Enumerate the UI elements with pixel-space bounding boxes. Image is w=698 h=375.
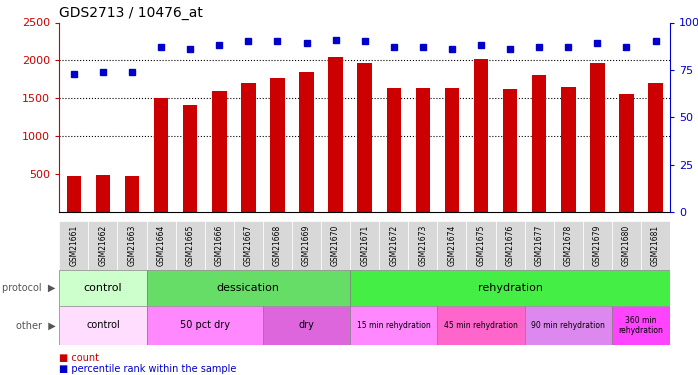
Bar	[59, 306, 147, 345]
Bar	[408, 220, 438, 270]
Bar	[96, 175, 110, 212]
Bar	[147, 220, 176, 270]
Bar	[590, 63, 604, 212]
Text: rehydration: rehydration	[477, 283, 542, 293]
Bar	[147, 306, 263, 345]
Bar	[496, 220, 525, 270]
Bar	[59, 220, 89, 270]
Bar	[641, 220, 670, 270]
Text: 360 min
rehydration: 360 min rehydration	[618, 316, 663, 335]
Bar	[147, 270, 350, 306]
Bar	[89, 220, 117, 270]
Bar	[321, 220, 350, 270]
Text: GSM21670: GSM21670	[331, 225, 340, 266]
Text: control: control	[84, 283, 122, 293]
Bar	[154, 98, 168, 212]
Text: control: control	[86, 320, 120, 330]
Bar	[234, 220, 263, 270]
Bar	[612, 220, 641, 270]
Bar	[525, 220, 554, 270]
Text: GDS2713 / 10476_at: GDS2713 / 10476_at	[59, 6, 203, 20]
Bar	[212, 91, 227, 212]
Bar	[554, 220, 583, 270]
Text: GSM21663: GSM21663	[128, 225, 137, 266]
Bar	[532, 75, 547, 212]
Text: dessication: dessication	[217, 283, 280, 293]
Bar	[357, 63, 372, 212]
Bar	[350, 220, 379, 270]
Bar	[445, 88, 459, 212]
Text: GSM21679: GSM21679	[593, 225, 602, 266]
Text: GSM21676: GSM21676	[505, 225, 514, 266]
Text: protocol  ▶: protocol ▶	[3, 283, 56, 293]
Bar	[125, 176, 140, 212]
Bar	[117, 220, 147, 270]
Text: GSM21671: GSM21671	[360, 225, 369, 266]
Bar	[466, 220, 496, 270]
Bar	[328, 57, 343, 212]
Bar	[66, 176, 81, 212]
Text: GSM21672: GSM21672	[389, 225, 399, 266]
Bar	[59, 270, 147, 306]
Bar	[292, 220, 321, 270]
Bar	[270, 78, 285, 212]
Bar	[263, 306, 350, 345]
Text: 50 pct dry: 50 pct dry	[180, 320, 230, 330]
Bar	[387, 88, 401, 212]
Bar	[183, 105, 198, 212]
Bar	[474, 59, 489, 212]
Bar	[350, 306, 438, 345]
Bar	[438, 220, 466, 270]
Text: GSM21678: GSM21678	[564, 225, 573, 266]
Text: GSM21677: GSM21677	[535, 225, 544, 266]
Text: 45 min rehydration: 45 min rehydration	[444, 321, 518, 330]
Text: GSM21674: GSM21674	[447, 225, 456, 266]
Bar	[263, 220, 292, 270]
Bar	[438, 306, 525, 345]
Bar	[503, 89, 517, 212]
Text: GSM21666: GSM21666	[215, 225, 224, 266]
Bar	[583, 220, 612, 270]
Text: GSM21680: GSM21680	[622, 225, 631, 266]
Bar	[176, 220, 205, 270]
Text: GSM21675: GSM21675	[477, 225, 486, 266]
Bar	[525, 306, 612, 345]
Text: GSM21669: GSM21669	[302, 225, 311, 266]
Text: GSM21665: GSM21665	[186, 225, 195, 266]
Text: GSM21662: GSM21662	[98, 225, 107, 266]
Bar	[350, 270, 670, 306]
Bar	[612, 306, 670, 345]
Text: GSM21681: GSM21681	[651, 225, 660, 266]
Bar	[619, 94, 634, 212]
Bar	[205, 220, 234, 270]
Text: 15 min rehydration: 15 min rehydration	[357, 321, 431, 330]
Bar	[241, 83, 255, 212]
Text: ■ percentile rank within the sample: ■ percentile rank within the sample	[59, 364, 237, 374]
Bar	[561, 87, 576, 212]
Text: other  ▶: other ▶	[16, 320, 56, 330]
Text: GSM21673: GSM21673	[418, 225, 427, 266]
Text: 90 min rehydration: 90 min rehydration	[531, 321, 605, 330]
Text: ■ count: ■ count	[59, 353, 99, 363]
Text: GSM21661: GSM21661	[69, 225, 78, 266]
Bar	[379, 220, 408, 270]
Bar	[648, 83, 663, 212]
Bar	[415, 88, 430, 212]
Bar	[299, 72, 314, 212]
Text: GSM21668: GSM21668	[273, 225, 282, 266]
Text: GSM21664: GSM21664	[156, 225, 165, 266]
Text: dry: dry	[299, 320, 315, 330]
Text: GSM21667: GSM21667	[244, 225, 253, 266]
